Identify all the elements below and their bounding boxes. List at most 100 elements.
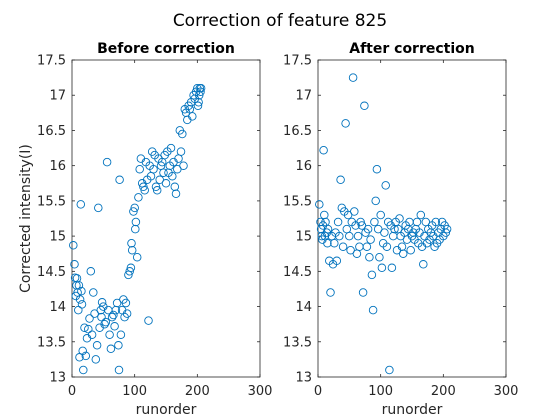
data-point [140,186,149,195]
data-point [179,161,188,170]
data-point [107,312,117,322]
x-tick-label: 0 [68,384,76,399]
y-tick-label: 17.5 [283,54,312,69]
data-point [91,355,101,364]
data-point [132,252,142,262]
data-point [406,245,415,255]
panel-title: After correction [349,41,475,57]
y-tick-label: 15 [295,230,312,245]
data-point [341,119,350,128]
data-point [126,263,136,273]
data-point [80,323,89,332]
data-point [326,288,335,297]
ticks: 13 13.5 14 14.5 15 15.5 16 16.5 17 17.5 0 100 200 300 [283,54,518,400]
data-point [441,228,451,237]
data-point [92,341,102,350]
data-point [114,341,123,350]
data-point [368,305,378,315]
data-point [358,288,368,297]
data-point [125,267,134,276]
data-point [395,214,404,223]
y-tick-label: 14.5 [37,265,66,280]
data-point [442,224,452,234]
data-point [112,298,122,308]
y-tick-label: 15 [49,230,66,245]
data-point [105,330,114,339]
data-point [372,164,382,174]
data-point [412,217,422,227]
data-point [97,298,107,307]
y-tick-label: 16.5 [283,124,312,139]
data-point [171,189,181,199]
data-point [110,322,119,331]
x-tick-label: 200 [185,384,210,399]
data-point [371,196,380,206]
data-point [365,252,374,262]
y-tick-label: 16 [295,159,312,174]
data-point [338,242,348,251]
data-point [130,203,139,213]
data-point [398,249,408,258]
data-point [76,200,86,209]
data-point [149,164,158,174]
data-point [336,175,345,185]
data-point [315,200,324,209]
data-point [385,365,394,375]
data-point [360,101,369,111]
data-point [75,295,85,304]
data-point [131,224,140,234]
data-point [330,238,339,248]
y-tick-label: 14.5 [283,265,312,280]
data-point [86,267,96,276]
data-point [168,171,177,181]
y-tick-label: 13.5 [37,335,66,350]
data-point [356,217,365,227]
data-point [387,263,397,273]
data-point [348,73,358,82]
x-axis-label: runorder [136,402,197,418]
panel-before-correction: Before correction runorder Corrected int… [18,41,272,418]
data-point [77,300,87,309]
x-tick-label: 100 [122,384,147,399]
y-tick-label: 14 [49,300,66,315]
data-point [431,217,441,227]
data-point [363,224,373,234]
data-point [166,143,176,153]
data-point [397,242,407,251]
y-tick-label: 15.5 [37,194,66,209]
data-point [320,210,329,220]
data-point [135,164,144,174]
data-point [323,238,332,248]
data-point [335,231,344,241]
x-tick-label: 100 [368,384,393,399]
data-point [357,221,367,230]
data-point [122,309,132,318]
y-tick-label: 17.5 [37,54,66,69]
data-point [152,186,162,195]
data-point [170,182,180,192]
data-points [315,73,452,375]
data-point [134,193,143,202]
data-point [161,179,171,188]
axes-frame [71,59,261,378]
data-points [69,83,206,375]
data-point [323,224,333,234]
data-point [370,217,379,227]
y-tick-label: 16.5 [37,124,66,139]
x-tick-label: 300 [248,384,273,399]
figure-title: Correction of feature 825 [173,11,387,31]
data-point [151,182,161,192]
data-point [353,231,363,241]
y-tick-label: 13 [49,371,66,386]
data-point [74,281,84,290]
data-point [196,83,206,93]
data-point [196,87,205,96]
data-point [144,316,153,325]
data-point [102,157,112,167]
data-point [375,252,384,262]
data-point [77,286,86,296]
data-point [121,298,131,308]
data-point [139,182,148,192]
data-point [319,145,328,155]
